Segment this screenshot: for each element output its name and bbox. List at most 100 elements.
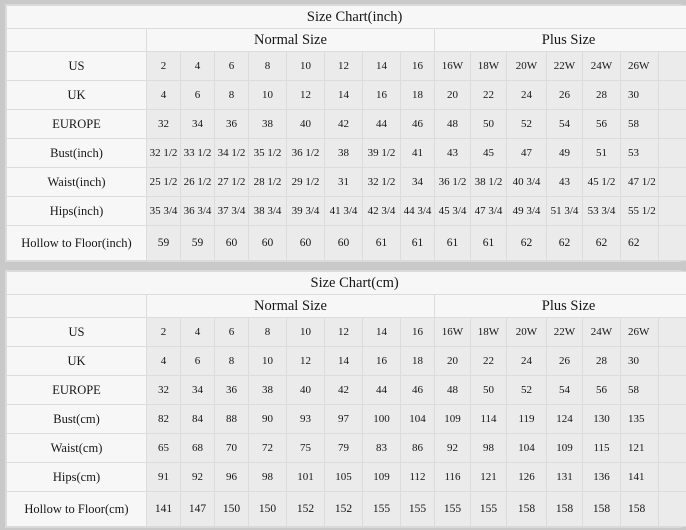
cell: 14	[362, 317, 401, 347]
cell: 62	[546, 225, 583, 261]
table-row: EUROPE 32 34 36 38 40 42 44 46 48 50 52 …	[6, 375, 686, 405]
cell: 46	[400, 109, 435, 139]
cell: 38 1/2	[470, 167, 507, 197]
cell	[657, 138, 686, 168]
cell	[657, 375, 686, 405]
cell: 39 1/2	[362, 138, 401, 168]
cell: 28 1/2	[248, 167, 287, 197]
group-row-corner	[6, 294, 147, 318]
cell: 24W	[582, 51, 621, 81]
table-row: Hollow to Floor(inch) 59 59 60 60 60 60 …	[6, 225, 686, 261]
cell: 18W	[470, 317, 507, 347]
cell: 58	[620, 109, 659, 139]
row-label-hollow-to-floor: Hollow to Floor(inch)	[6, 225, 147, 261]
cell: 14	[324, 80, 363, 110]
cell: 84	[180, 404, 215, 434]
group-normal-size: Normal Size	[146, 294, 435, 318]
row-label-waist: Waist(inch)	[6, 167, 147, 197]
cell: 86	[400, 433, 435, 463]
cell: 4	[146, 80, 181, 110]
cell: 36 3/4	[180, 196, 215, 226]
cell: 14	[324, 346, 363, 376]
cell: 30	[620, 80, 659, 110]
cell: 54	[546, 109, 583, 139]
row-label-europe: EUROPE	[6, 109, 147, 139]
cell: 61	[362, 225, 401, 261]
cell: 22	[470, 346, 507, 376]
cell: 55 1/2	[620, 196, 659, 226]
cell: 16	[400, 317, 435, 347]
row-label-hips: Hips(cm)	[6, 462, 147, 492]
cell: 130	[582, 404, 621, 434]
cell: 33 1/2	[180, 138, 215, 168]
cell: 42	[324, 109, 363, 139]
row-label-hips: Hips(inch)	[6, 196, 147, 226]
cell	[657, 225, 686, 261]
cell: 141	[146, 491, 181, 527]
cell: 135	[620, 404, 659, 434]
cell: 93	[286, 404, 325, 434]
cell: 27 1/2	[214, 167, 249, 197]
cell	[657, 491, 686, 527]
cell: 36	[214, 375, 249, 405]
cell: 34	[180, 375, 215, 405]
row-label-hollow-to-floor: Hollow to Floor(cm)	[6, 491, 147, 527]
cell: 72	[248, 433, 287, 463]
cell: 61	[400, 225, 435, 261]
cell: 70	[214, 433, 249, 463]
cell: 16	[400, 51, 435, 81]
cell: 24W	[582, 317, 621, 347]
cell: 114	[470, 404, 507, 434]
cell: 8	[248, 317, 287, 347]
cell: 4	[180, 317, 215, 347]
table-row: EUROPE 32 34 36 38 40 42 44 46 48 50 52 …	[6, 109, 686, 139]
cell: 60	[248, 225, 287, 261]
cell	[657, 196, 686, 226]
cell: 75	[286, 433, 325, 463]
cell: 158	[546, 491, 583, 527]
cell: 26W	[620, 317, 659, 347]
cell: 96	[214, 462, 249, 492]
cell: 62	[506, 225, 547, 261]
table-row: Hollow to Floor(cm) 141 147 150 150 152 …	[6, 491, 686, 527]
cell: 2	[146, 317, 181, 347]
cell: 54	[546, 375, 583, 405]
cell: 65	[146, 433, 181, 463]
cell: 22W	[546, 51, 583, 81]
cell: 83	[362, 433, 401, 463]
chart-title-row: Size Chart(inch)	[5, 5, 686, 29]
cell	[657, 109, 686, 139]
cell: 155	[362, 491, 401, 527]
cell: 35 1/2	[248, 138, 287, 168]
cell	[657, 317, 686, 347]
cell: 38	[248, 375, 287, 405]
row-label-us: US	[6, 51, 147, 81]
cell: 47 3/4	[470, 196, 507, 226]
cell: 121	[470, 462, 507, 492]
row-label-bust: Bust(inch)	[6, 138, 147, 168]
cell: 45 1/2	[582, 167, 621, 197]
group-row-corner	[6, 28, 147, 52]
table-row: Hips(inch) 35 3/4 36 3/4 37 3/4 38 3/4 3…	[6, 196, 686, 226]
cell: 6	[214, 317, 249, 347]
cell: 53 3/4	[582, 196, 621, 226]
table-row: UK 4 6 8 10 12 14 16 18 20 22 24 26 28 3…	[6, 80, 686, 110]
cell: 147	[180, 491, 215, 527]
cell: 50	[470, 109, 507, 139]
cell: 16W	[434, 51, 471, 81]
chart-group-row: Normal Size Plus Size	[6, 294, 686, 318]
cell: 92	[434, 433, 471, 463]
cell: 38 3/4	[248, 196, 287, 226]
cell: 152	[286, 491, 325, 527]
cell: 109	[434, 404, 471, 434]
cell: 32 1/2	[362, 167, 401, 197]
cell: 26 1/2	[180, 167, 215, 197]
cell	[657, 346, 686, 376]
cell: 97	[324, 404, 363, 434]
cell: 60	[324, 225, 363, 261]
row-label-uk: UK	[6, 346, 147, 376]
cell: 12	[286, 346, 325, 376]
cell: 126	[506, 462, 547, 492]
cell: 60	[286, 225, 325, 261]
cell: 56	[582, 375, 621, 405]
